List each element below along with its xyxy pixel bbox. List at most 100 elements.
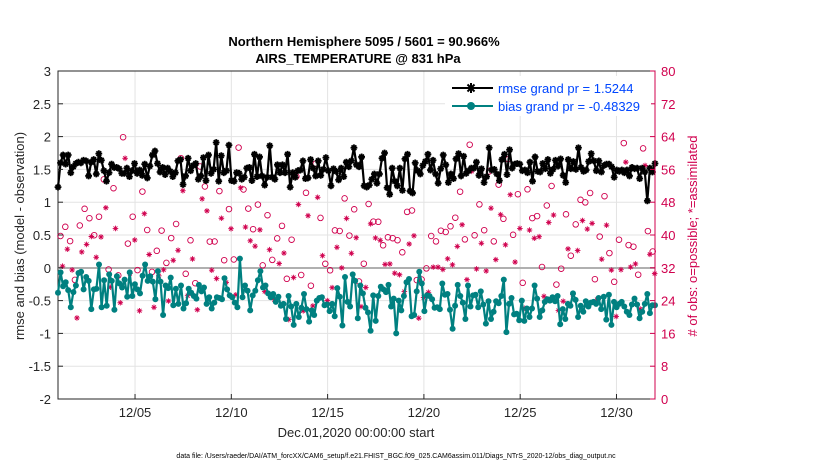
series-0-point [590, 157, 598, 165]
assimilated-obs-marker [507, 191, 514, 198]
series-1-point [618, 298, 625, 305]
assimilated-obs-marker [348, 250, 355, 257]
series-1-point [534, 295, 541, 302]
y2-tick-label: 72 [661, 97, 675, 112]
possible-obs-marker [490, 238, 498, 245]
series-0-point [322, 154, 330, 161]
possible-obs-marker [456, 188, 464, 195]
series-0-point [562, 179, 570, 186]
series-0-point [411, 159, 419, 167]
series-0-point [97, 156, 105, 164]
series-0-point [67, 169, 75, 177]
series-0-point [404, 150, 411, 158]
series-0-point [462, 169, 470, 177]
assimilated-obs-marker [136, 307, 143, 314]
possible-obs-marker [322, 260, 329, 268]
series-1-point [500, 276, 507, 283]
series-0-point [598, 168, 605, 176]
possible-obs-marker [86, 214, 93, 222]
series-1-point [252, 287, 259, 294]
assimilated-obs-marker [377, 237, 384, 244]
assimilated-obs-marker [478, 240, 485, 247]
series-0-point [516, 160, 524, 168]
assimilated-obs-marker [425, 289, 432, 296]
series-0-point [549, 166, 557, 173]
possible-obs-marker [379, 242, 387, 249]
series-0-point [539, 160, 547, 167]
series-0-point [564, 156, 572, 163]
series-1-point [370, 292, 377, 299]
y-tick-label: 0 [44, 261, 51, 276]
series-0-point [490, 166, 498, 173]
possible-obs-marker [630, 243, 637, 250]
possible-obs-marker [153, 247, 161, 255]
series-0-point [161, 171, 169, 179]
series-0-point [557, 155, 565, 163]
possible-obs-marker [143, 226, 151, 234]
series-1-point [111, 306, 118, 313]
possible-obs-marker [586, 189, 594, 197]
possible-obs-marker [230, 256, 238, 263]
assimilated-obs-marker [512, 259, 518, 265]
series-1-point [385, 281, 392, 288]
assimilated-obs-marker [107, 284, 114, 290]
series-0-point [383, 184, 391, 192]
series-1-point [636, 315, 643, 322]
series-0-point [245, 164, 253, 171]
series-0-point [485, 144, 493, 152]
possible-obs-marker [336, 227, 343, 235]
assimilated-obs-marker [194, 306, 201, 313]
possible-obs-marker [326, 267, 334, 274]
series-0-point [82, 157, 90, 165]
series-0 [54, 139, 659, 205]
assimilated-obs-marker [74, 315, 80, 321]
series-0-point [376, 170, 383, 178]
possible-obs-marker [307, 282, 315, 289]
series-0-point [638, 164, 646, 172]
series-1-point [326, 308, 333, 315]
series-0-point [289, 169, 297, 177]
series-0-point [409, 189, 417, 197]
assimilated-obs-marker [305, 212, 311, 219]
series-1-point [67, 304, 74, 311]
assimilated-obs-marker [459, 221, 465, 228]
possible-obs-marker [235, 144, 242, 151]
possible-obs-marker [249, 225, 257, 233]
series-1-point [262, 282, 269, 289]
series-1-point [339, 322, 346, 329]
possible-obs-marker [269, 256, 276, 264]
possible-obs-marker [615, 236, 623, 243]
series-1-point [523, 305, 530, 312]
legend: rmse grand pr = 1.5244 bias grand pr = -… [445, 76, 651, 116]
assimilated-obs-marker [632, 261, 639, 267]
series-1-point [357, 282, 364, 289]
series-1-point [406, 276, 412, 282]
possible-obs-marker [480, 226, 488, 234]
series-1-point [160, 312, 167, 318]
y2-axis-label: # of obs: o=possible; *=assimilated [685, 136, 700, 337]
series-1-point [354, 315, 361, 322]
assimilated-obs-marker [88, 233, 95, 240]
series-0-point [92, 170, 100, 178]
assimilated-obs-marker [78, 249, 85, 255]
series-1-point [513, 310, 520, 317]
series-0-point [569, 158, 577, 165]
possible-obs-marker [254, 201, 262, 208]
assimilated-obs-marker [199, 196, 205, 202]
y2-tick-label: 56 [661, 162, 675, 177]
assimilated-obs-marker [237, 185, 244, 191]
series-1-point [444, 291, 451, 297]
series-0-point [335, 176, 343, 184]
series-1-point [154, 268, 161, 275]
possible-obs-marker [476, 201, 483, 208]
series-0-point [263, 173, 271, 181]
series-1-point [137, 290, 143, 297]
possible-obs-marker [452, 214, 459, 221]
possible-obs-marker [524, 186, 531, 193]
assimilated-obs-marker [502, 241, 509, 248]
possible-obs-marker [220, 256, 228, 264]
series-0-point [439, 151, 447, 159]
series-1-point [400, 293, 407, 299]
series-1-point [611, 298, 617, 305]
series-0-point [587, 150, 595, 158]
